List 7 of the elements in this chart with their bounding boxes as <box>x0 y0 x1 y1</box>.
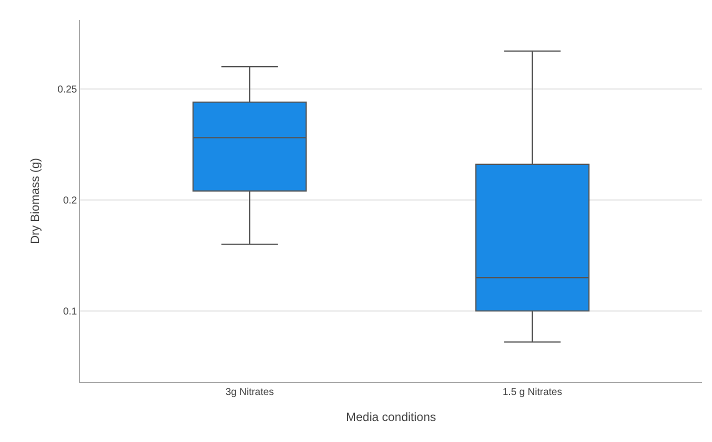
y-tick-label: 0.25 <box>58 84 78 96</box>
y-tick-label: 0.2 <box>63 195 78 206</box>
y-tick-label: 0.1 <box>63 306 78 318</box>
x-tick-label: 3g Nitrates <box>225 387 274 398</box>
y-axis-title: Dry Biomass (g) <box>28 158 42 244</box>
x-tick-label: 1.5 g Nitrates <box>502 387 562 398</box>
x-axis-title: Media conditions <box>346 410 436 424</box>
